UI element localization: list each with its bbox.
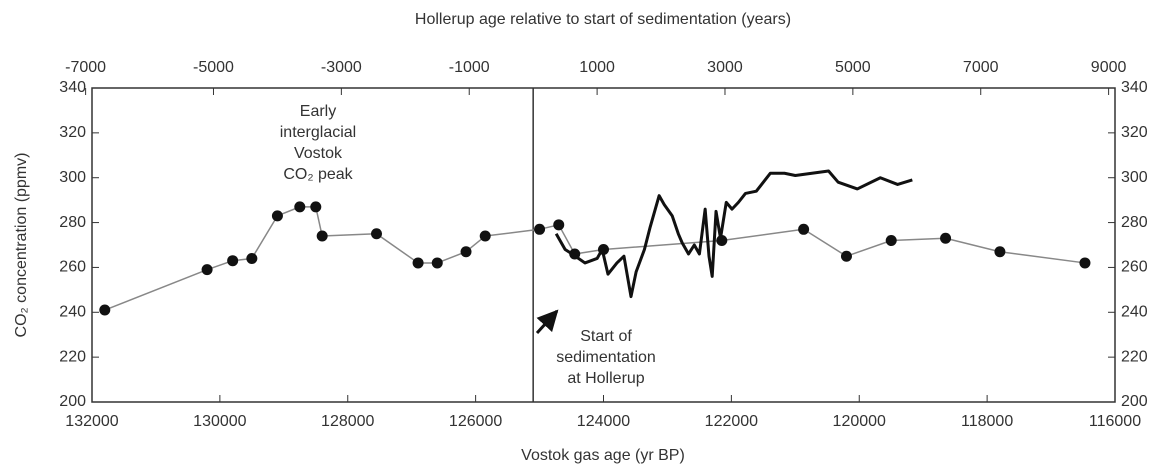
x2-tick-label: 5000: [835, 59, 871, 76]
annotation-text: Vostok: [294, 145, 343, 162]
y2-tick-label: 200: [1121, 393, 1148, 410]
annotation-text: interglacial: [280, 124, 356, 141]
x2-tick-label: -1000: [449, 59, 490, 76]
annotation-text: CO₂ peak: [283, 166, 353, 183]
y2-tick-label: 260: [1121, 259, 1148, 276]
data-point: [371, 228, 383, 240]
data-point: [271, 210, 283, 222]
data-point: [316, 230, 328, 242]
data-point: [940, 232, 952, 244]
x2-tick-label: 9000: [1091, 59, 1127, 76]
data-point: [294, 201, 306, 213]
x-tick-label: 128000: [321, 413, 374, 430]
y-tick-label: 340: [59, 79, 86, 96]
x-tick-label: 130000: [193, 413, 246, 430]
data-point: [201, 264, 213, 276]
y2-tick-label: 340: [1121, 79, 1148, 96]
x-tick-label: 122000: [705, 413, 758, 430]
x2-tick-label: -3000: [321, 59, 362, 76]
data-point: [227, 255, 239, 267]
x2-tick-label: 3000: [707, 59, 743, 76]
y2-tick-label: 240: [1121, 304, 1148, 321]
data-point: [534, 223, 546, 235]
data-point: [431, 257, 443, 269]
data-point: [246, 252, 258, 264]
annotation-text: Start of: [580, 328, 632, 345]
y-tick-label: 280: [59, 214, 86, 231]
annotation-text: Early: [300, 103, 336, 120]
x-tick-label: 118000: [961, 413, 1013, 430]
y-tick-label: 220: [59, 348, 86, 365]
x2-tick-label: 7000: [963, 59, 999, 76]
x-axis-title: Vostok gas age (yr BP): [521, 447, 685, 464]
x-tick-label: 116000: [1089, 413, 1141, 430]
data-point: [798, 223, 810, 235]
data-point: [553, 219, 565, 231]
y-tick-label: 240: [59, 304, 86, 321]
y-tick-label: 260: [59, 259, 86, 276]
y2-tick-label: 320: [1121, 124, 1148, 141]
y-tick-label: 200: [59, 393, 86, 410]
data-point: [885, 235, 897, 247]
data-point: [310, 201, 322, 213]
y-axis-title: CO₂ concentration (ppmv): [13, 153, 30, 338]
data-point: [840, 250, 852, 262]
top-axis-title: Hollerup age relative to start of sedime…: [415, 11, 791, 28]
y2-tick-label: 300: [1121, 169, 1148, 186]
data-point: [479, 230, 491, 242]
data-point: [412, 257, 424, 269]
data-point: [994, 246, 1006, 258]
data-point: [1079, 257, 1091, 269]
x-tick-label: 126000: [449, 413, 502, 430]
series-line: [554, 169, 913, 299]
x2-tick-label: -5000: [193, 59, 234, 76]
data-point: [99, 304, 111, 316]
x-tick-label: 132000: [65, 413, 118, 430]
annotation-text: sedimentation: [556, 349, 656, 366]
y-tick-label: 300: [59, 169, 86, 186]
x2-tick-label: -7000: [65, 59, 106, 76]
series-line: [104, 206, 1086, 311]
x-tick-label: 120000: [833, 413, 886, 430]
x2-tick-label: 1000: [579, 59, 615, 76]
annotation-text: at Hollerup: [567, 370, 644, 387]
y-tick-label: 320: [59, 124, 86, 141]
y2-tick-label: 220: [1121, 348, 1148, 365]
x-tick-label: 124000: [577, 413, 630, 430]
arrow: [535, 309, 559, 335]
y2-tick-label: 280: [1121, 214, 1148, 231]
data-point: [460, 246, 472, 258]
